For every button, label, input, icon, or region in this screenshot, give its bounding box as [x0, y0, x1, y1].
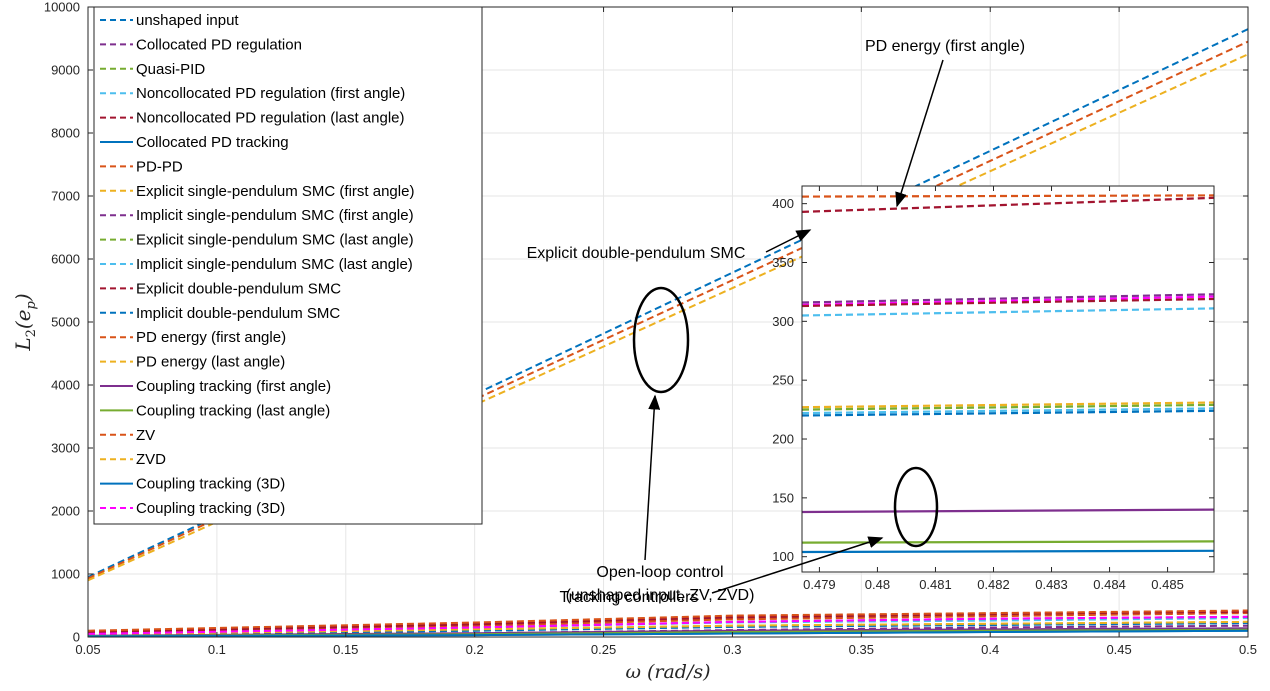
x-tick-label: 0.4	[981, 642, 999, 657]
y-tick-label: 350	[772, 255, 794, 270]
x-tick-label: 0.48	[865, 577, 890, 592]
y-label-arg: (e	[11, 309, 35, 329]
y-tick-label: 7000	[51, 189, 80, 204]
x-tick-label: 0.5	[1239, 642, 1257, 657]
series-line-12	[802, 541, 1214, 542]
legend-entry-12: Explicit double-pendulum SMC	[136, 280, 341, 297]
x-tick-label: 0.484	[1093, 577, 1126, 592]
x-tick-label: 0.482	[977, 577, 1010, 592]
x-tick-label: 0.35	[849, 642, 874, 657]
x-tick-label: 0.479	[803, 577, 836, 592]
y-tick-label: 200	[772, 432, 794, 447]
legend-entry-9: Implicit single-pendulum SMC (first angl…	[136, 207, 414, 224]
y-tick-label: 4000	[51, 378, 80, 393]
y-tick-label: 5000	[51, 315, 80, 330]
legend-entry-2: Collocated PD regulation	[136, 36, 302, 53]
y-tick-label: 400	[772, 196, 794, 211]
legend-entry-1: unshaped input	[136, 12, 239, 29]
svg-text:L2(ep): L2(ep)	[11, 293, 39, 351]
legend-entry-11: Implicit single-pendulum SMC (last angle…	[136, 256, 413, 273]
annotation-explicit-double: Explicit double-pendulum SMC	[527, 245, 746, 262]
y-tick-label: 2000	[51, 504, 80, 519]
legend-entry-14: PD energy (first angle)	[136, 329, 286, 346]
legend-entry-17: Coupling tracking (last angle)	[136, 402, 330, 419]
x-tick-label: 0.481	[919, 577, 952, 592]
y-label-sub: 2	[24, 329, 39, 337]
series-line-13	[802, 551, 1214, 552]
legend-entry-4: Noncollocated PD regulation (first angle…	[136, 85, 405, 102]
y-tick-label: 8000	[51, 126, 80, 141]
y-tick-label: 300	[772, 314, 794, 329]
y-tick-label: 150	[772, 490, 794, 505]
y-tick-label: 10000	[44, 0, 80, 15]
annotation-open-loop-1: Open-loop control	[596, 564, 723, 581]
y-tick-label: 6000	[51, 252, 80, 267]
legend-entry-7: PD-PD	[136, 158, 183, 175]
x-tick-label: 0.15	[333, 642, 358, 657]
y-label-main: L	[11, 337, 35, 351]
legend-entry-20: Coupling tracking (3D)	[136, 476, 285, 493]
y-tick-label: 9000	[51, 63, 80, 78]
legend-entry-8: Explicit single-pendulum SMC (first angl…	[136, 183, 414, 200]
legend-entry-6: Collocated PD tracking	[136, 134, 289, 151]
legend-entry-18: ZV	[136, 427, 155, 444]
legend: unshaped input Collocated PD regulation Qu…	[94, 7, 482, 524]
y-tick-label: 0	[73, 630, 80, 645]
legend-entry-19: ZVD	[136, 451, 166, 468]
x-tick-label: 0.3	[723, 642, 741, 657]
x-tick-label: 0.1	[208, 642, 226, 657]
x-tick-label: 0.25	[591, 642, 616, 657]
legend-entry-15: PD energy (last angle)	[136, 354, 285, 371]
annotation-tracking: Tracking controllers	[559, 589, 698, 606]
y-label-close: )	[11, 293, 35, 302]
legend-entry-3: Quasi-PID	[136, 61, 205, 78]
x-tick-label: 0.45	[1106, 642, 1131, 657]
x-tick-label: 0.2	[466, 642, 484, 657]
inset-plot-area	[802, 186, 1214, 572]
legend-entry-21: Coupling tracking (3D)	[136, 500, 285, 517]
y-tick-label: 1000	[51, 567, 80, 582]
x-tick-label: 0.483	[1035, 577, 1068, 592]
legend-entry-5: Noncollocated PD regulation (last angle)	[136, 110, 404, 127]
y-tick-label: 250	[772, 373, 794, 388]
legend-entry-16: Coupling tracking (first angle)	[136, 378, 331, 395]
x-tick-label: 0.485	[1151, 577, 1184, 592]
y-axis-label: L2(ep)	[11, 293, 39, 351]
x-axis-label: ω (rad/s)	[625, 661, 710, 683]
annotation-pd-energy: PD energy (first angle)	[865, 38, 1025, 55]
y-tick-label: 100	[772, 549, 794, 564]
legend-entry-13: Implicit double-pendulum SMC	[136, 305, 340, 322]
y-tick-label: 3000	[51, 441, 80, 456]
legend-entry-10: Explicit single-pendulum SMC (last angle…	[136, 232, 414, 249]
